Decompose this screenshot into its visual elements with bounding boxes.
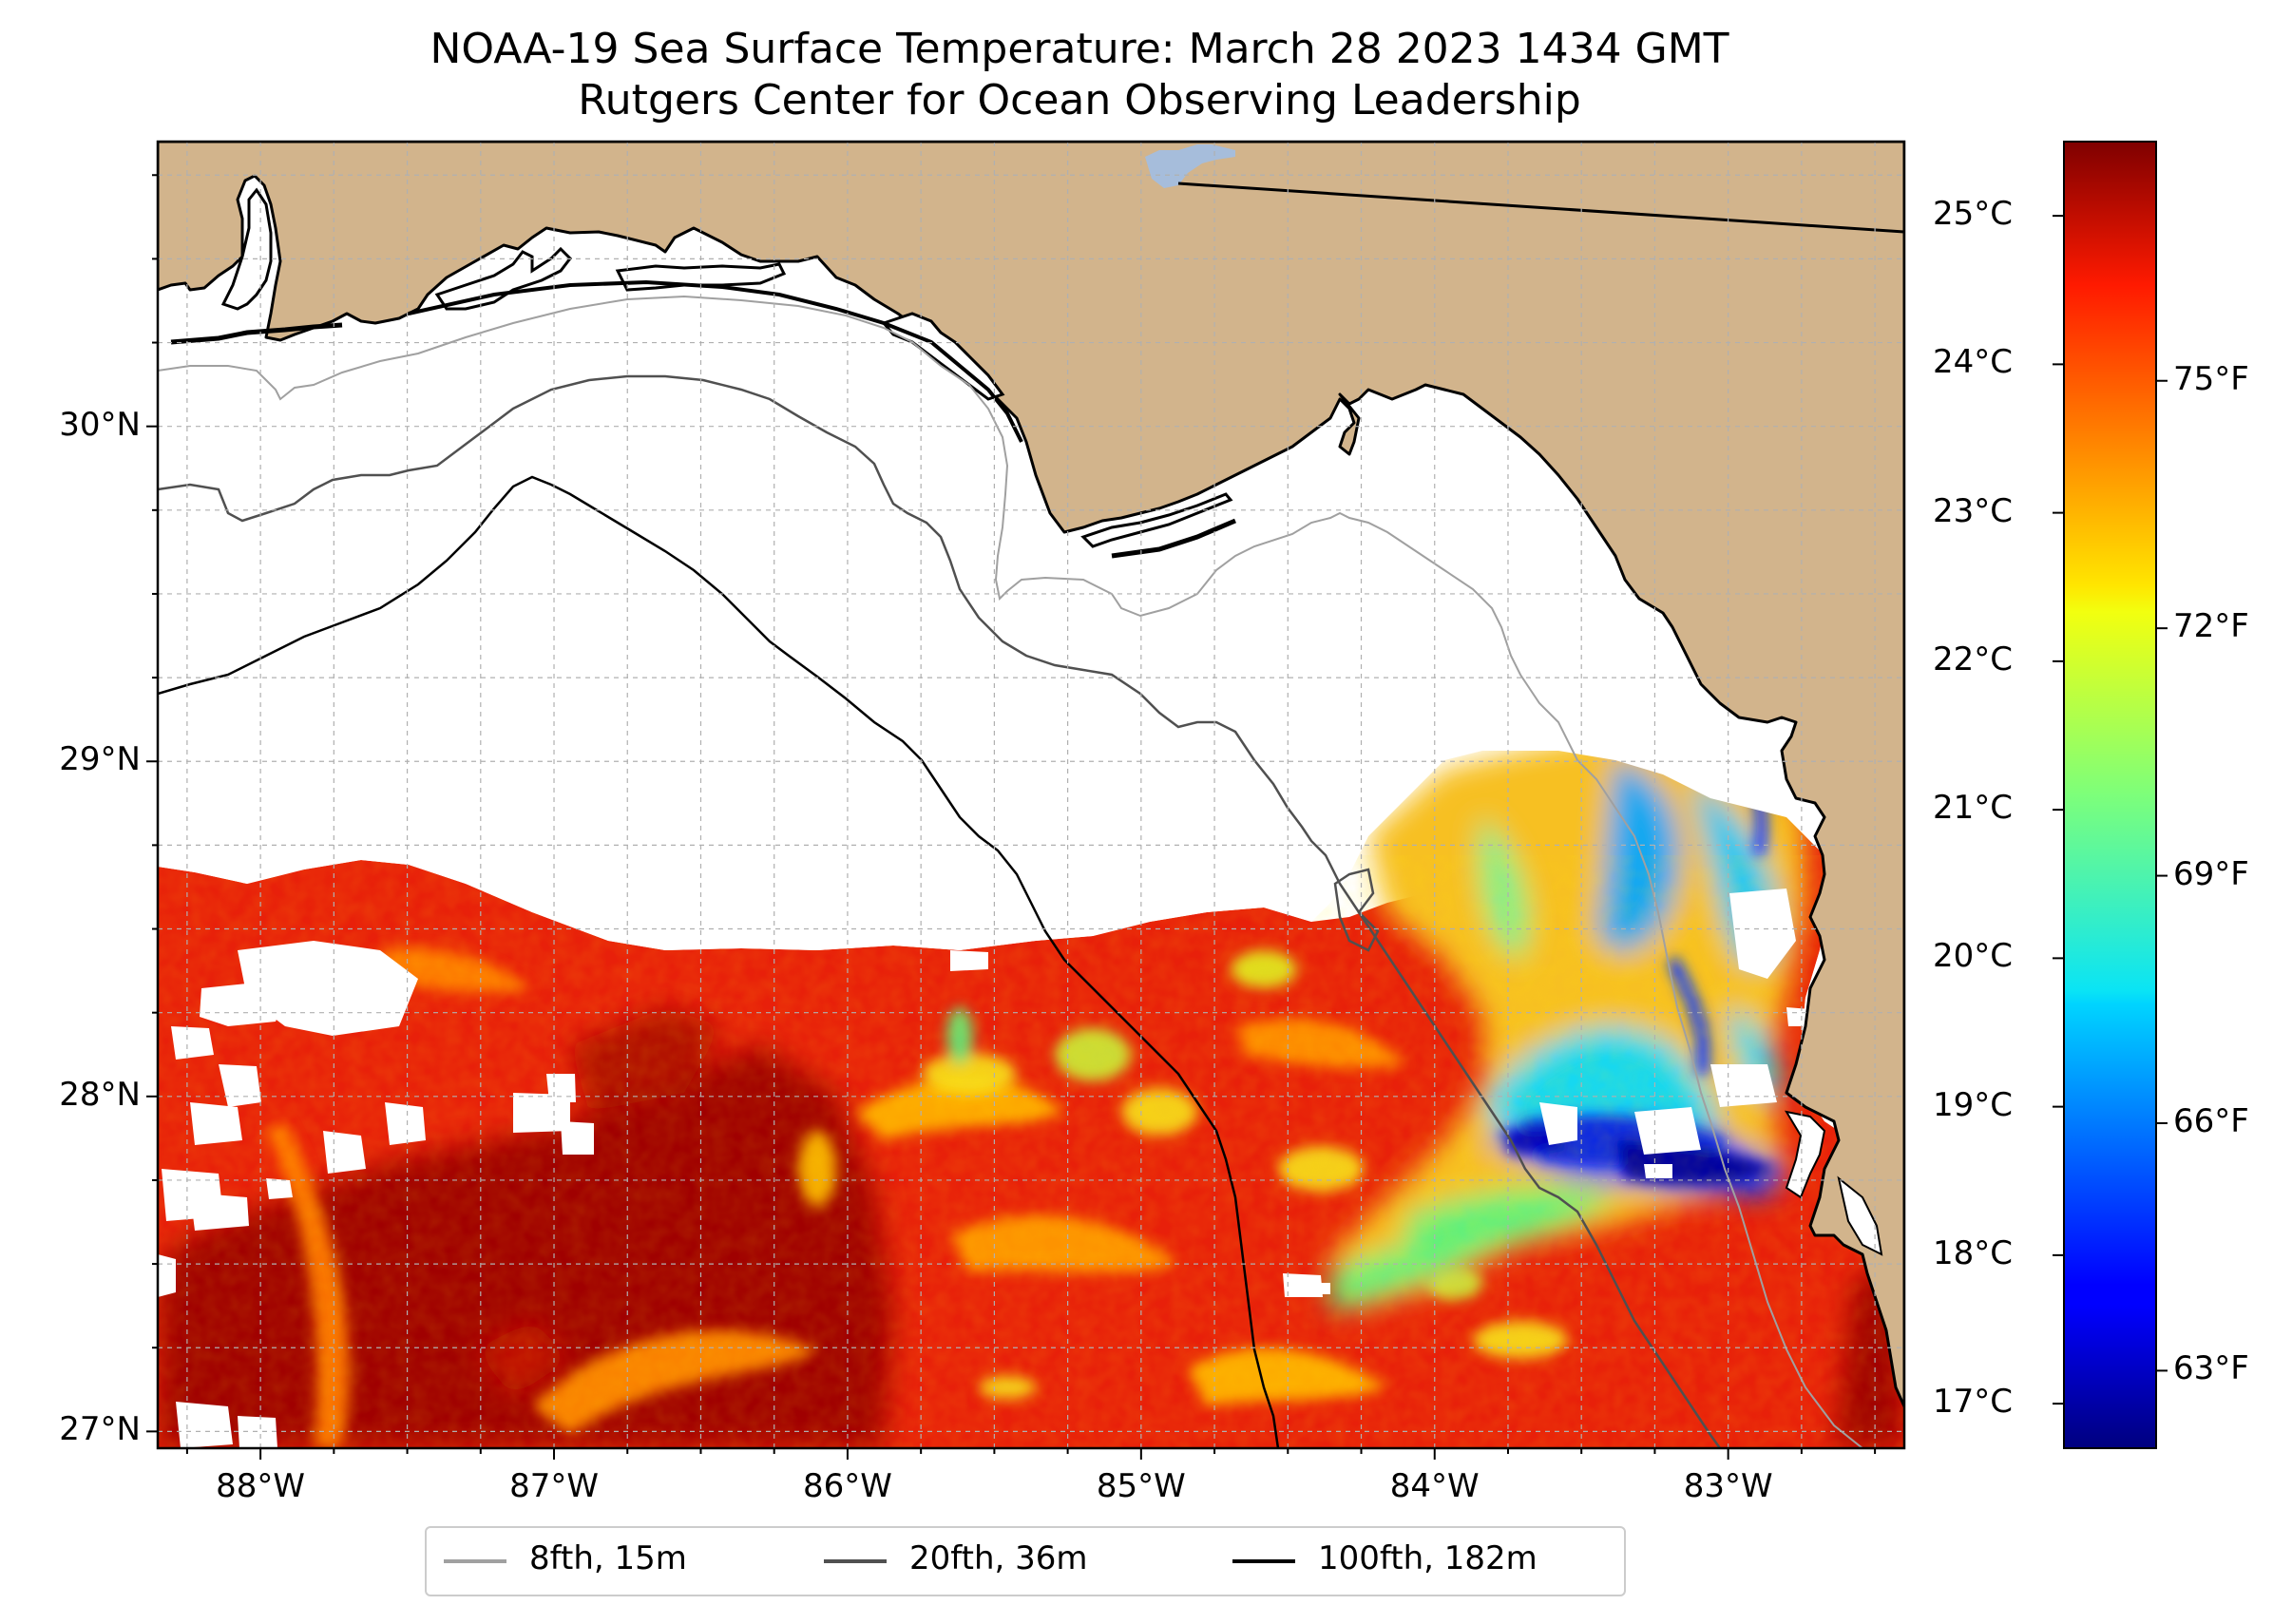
lon-tick-label: 83°W [1683, 1467, 1773, 1505]
isobath-100fth [158, 475, 1280, 1448]
celsius-tick-label: 18°C [1933, 1233, 2014, 1272]
cloud-holes [158, 888, 1810, 1448]
celsius-tick-label: 22°C [1933, 640, 2014, 678]
fahrenheit-tick-label: 69°F [2173, 854, 2249, 893]
lake [1145, 144, 1235, 188]
celsius-tick-label: 17°C [1933, 1383, 2014, 1422]
celsius-tick-label: 24°C [1933, 343, 2014, 382]
fahrenheit-tick-label: 66°F [2173, 1101, 2249, 1140]
lon-tick-label: 86°W [802, 1467, 892, 1505]
lat-tick-label: 27°N [59, 1410, 141, 1449]
colorbar-ticks [2053, 215, 2168, 1405]
lon-tick-label: 87°W [509, 1467, 599, 1505]
figure-title: NOAA-19 Sea Surface Temperature: March 2… [430, 25, 1729, 73]
fahrenheit-tick-label: 63°F [2173, 1349, 2249, 1388]
lat-tick-label: 29°N [59, 740, 141, 779]
celsius-tick-label: 19°C [1933, 1085, 2014, 1124]
celsius-tick-label: 21°C [1933, 789, 2014, 828]
isobath-8fth [158, 295, 1863, 1448]
celsius-tick-label: 20°C [1933, 937, 2014, 976]
fahrenheit-tick-label: 72°F [2173, 607, 2249, 646]
legend-label: 100fth, 182m [1318, 1539, 1538, 1577]
map-grid [158, 142, 1904, 1448]
legend: 8fth, 15m 20fth, 36m 100fth, 182m [425, 1526, 1626, 1596]
lon-tick-label: 88°W [216, 1467, 306, 1505]
figure-subtitle: Rutgers Center for Ocean Observing Leade… [578, 76, 1581, 124]
lat-tick-label: 28°N [59, 1075, 141, 1114]
celsius-tick-label: 23°C [1933, 491, 2014, 530]
land [158, 142, 1904, 1408]
map-frame [156, 140, 1906, 1450]
legend-label: 8fth, 15m [529, 1539, 687, 1577]
map-ticks [146, 174, 1877, 1460]
lon-tick-label: 85°W [1096, 1467, 1186, 1505]
celsius-tick-label: 25°C [1933, 195, 2014, 234]
legend-swatch [1232, 1559, 1295, 1563]
colorbar [2063, 141, 2157, 1449]
isobath-20fth [158, 374, 1722, 1448]
sst-field [158, 142, 1904, 1448]
legend-label: 20fth, 36m [909, 1539, 1088, 1577]
state-border [1177, 182, 1904, 234]
legend-swatch [444, 1559, 506, 1563]
lon-tick-label: 84°W [1389, 1467, 1480, 1505]
lat-tick-label: 30°N [59, 405, 141, 444]
legend-swatch [824, 1559, 887, 1563]
fahrenheit-tick-label: 75°F [2173, 359, 2249, 398]
